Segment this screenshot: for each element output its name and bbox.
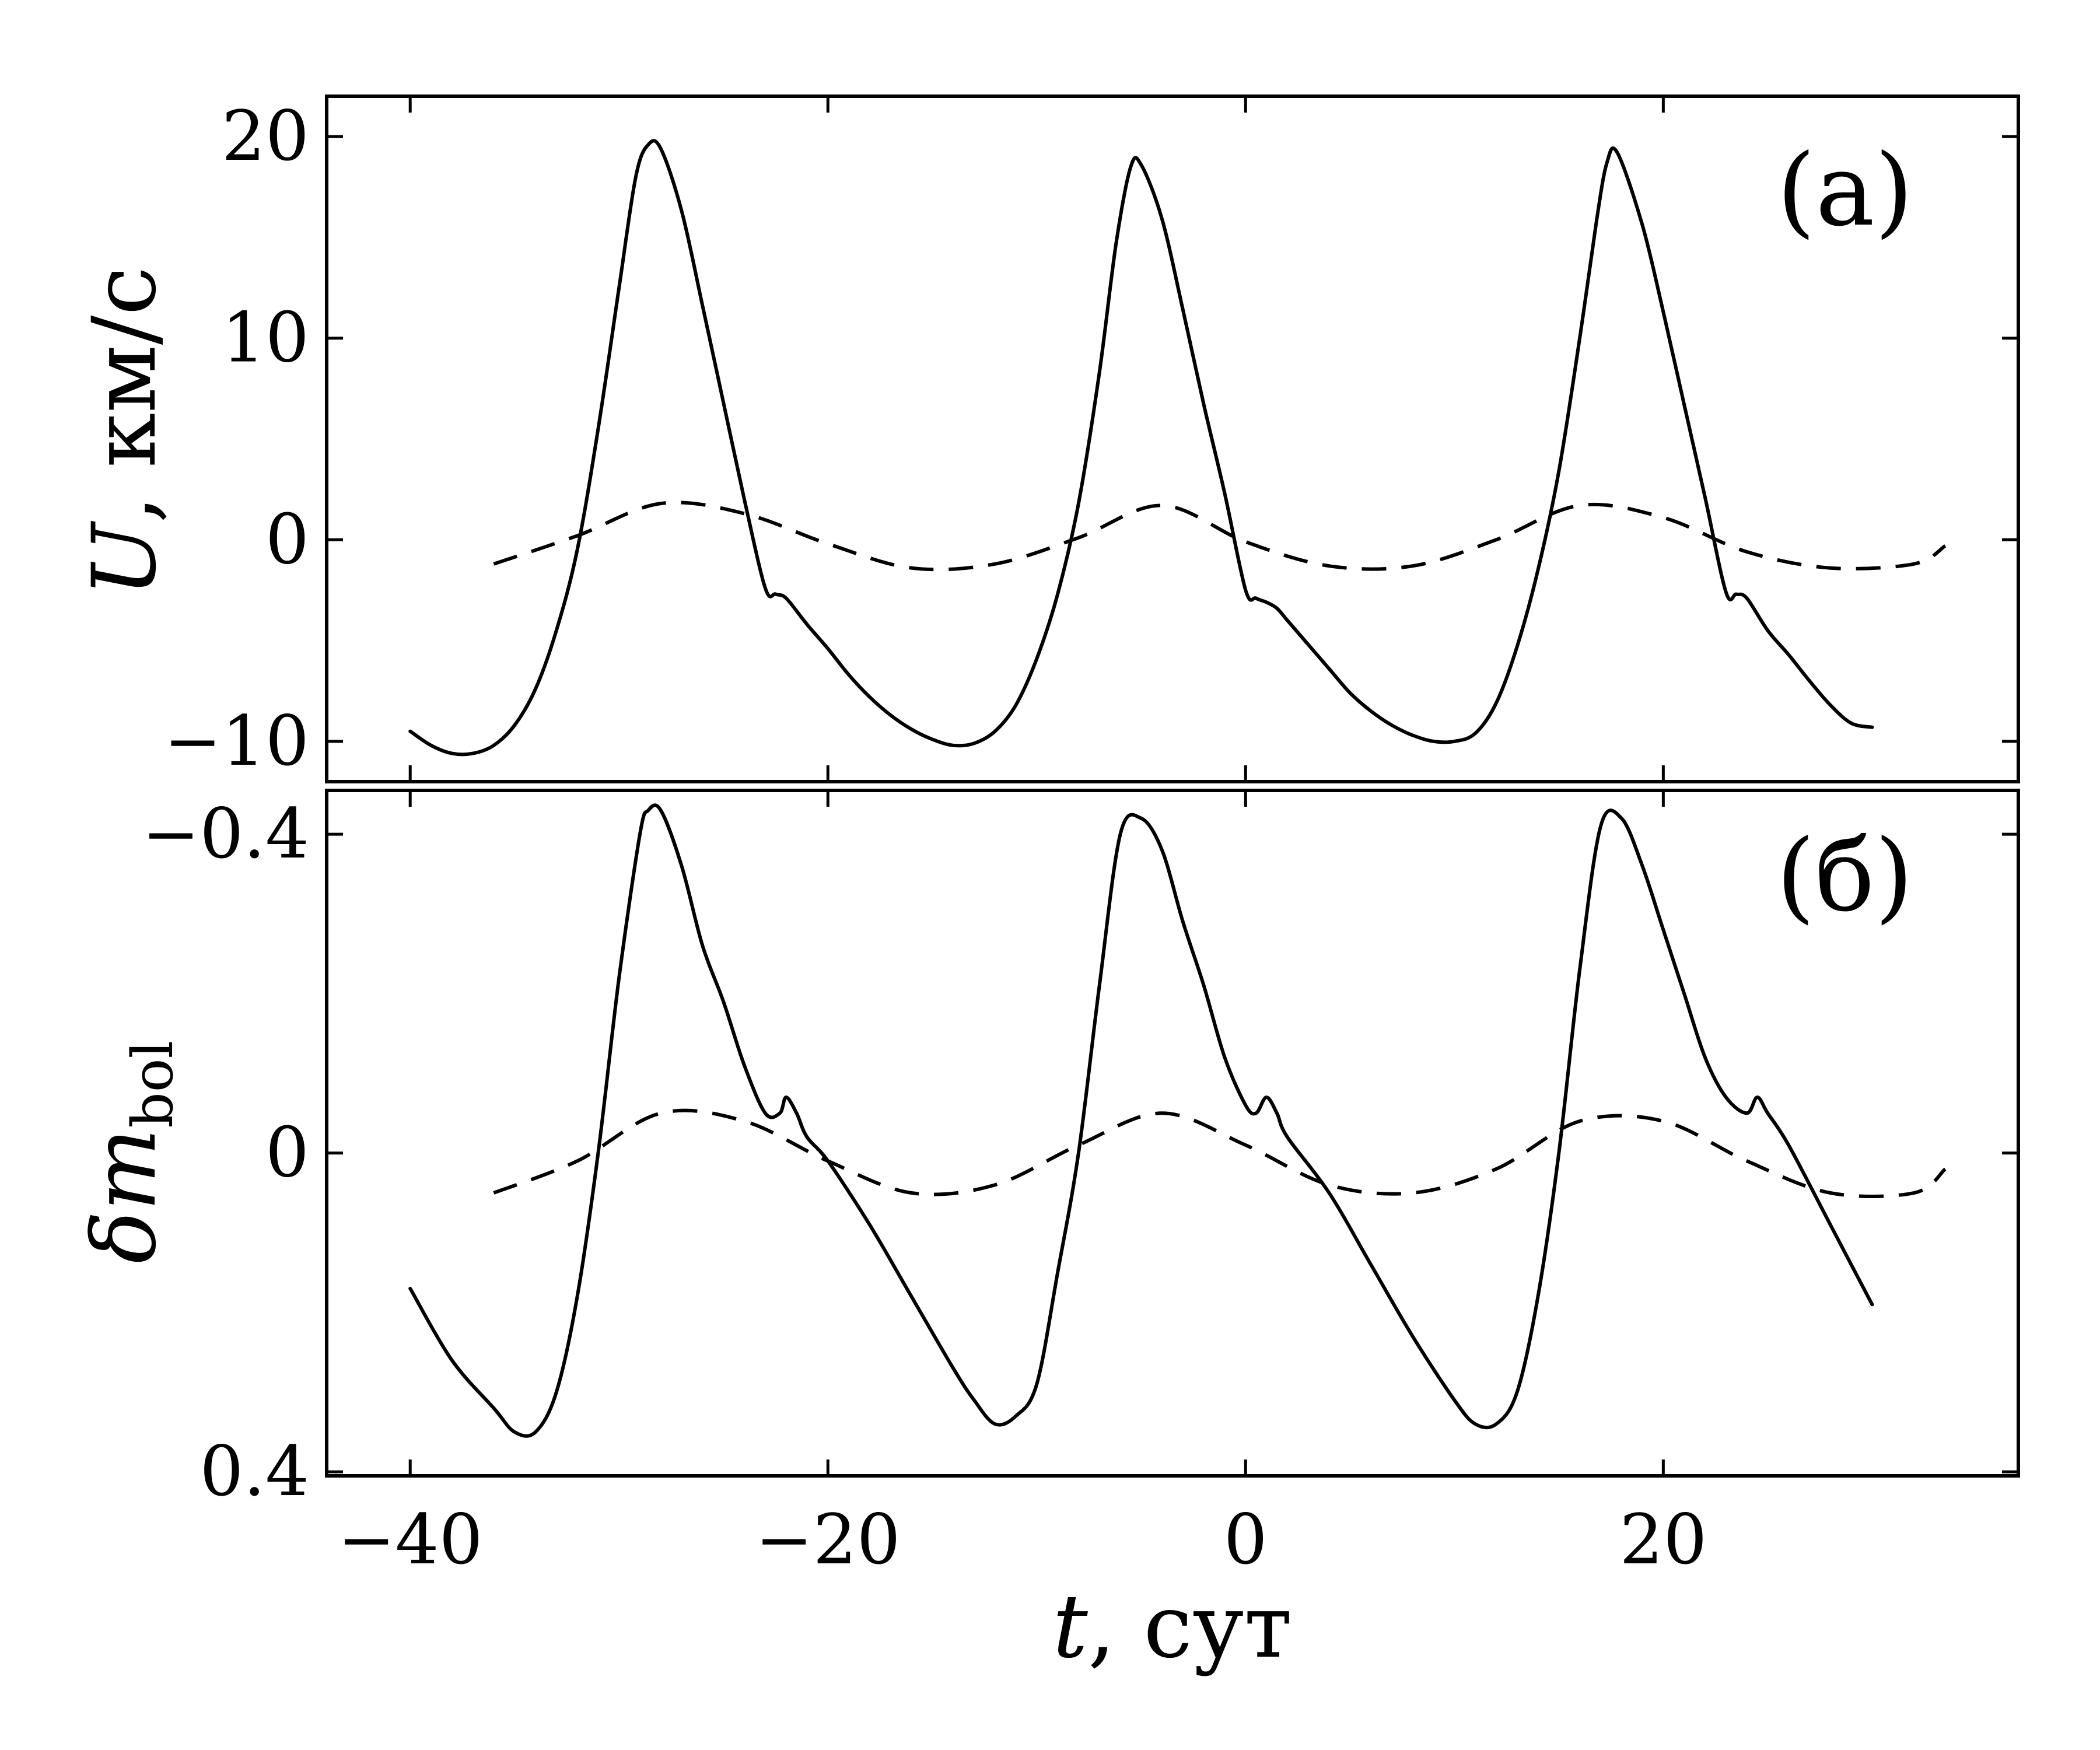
x-tick-label: 0	[1224, 1499, 1268, 1580]
y-tick-label: 0	[265, 1112, 309, 1193]
panel-b-series	[408, 803, 1947, 1438]
panel-b-label: (б)	[1776, 818, 1913, 934]
panel-a-y-axis-label: U, км/с	[74, 267, 176, 597]
y-tick-label: −10	[164, 701, 309, 781]
panel-b-x-tick-labels: −40 −20 0 20	[338, 1499, 1707, 1580]
panel-b-ticks	[327, 790, 2018, 1476]
panel-b-y-axis-symbol: δm	[74, 1128, 176, 1264]
x-tick-label: −20	[755, 1499, 901, 1580]
x-tick-label: 20	[1619, 1499, 1707, 1580]
panel-b-y-axis-subscript: bol	[120, 1041, 186, 1128]
series-line-solid	[408, 803, 1874, 1438]
y-tick-label: 20	[222, 96, 309, 176]
panel-a-y-axis-symbol: U	[74, 520, 176, 597]
x-tick-label: −40	[338, 1499, 483, 1580]
x-axis-symbol: t	[1053, 1576, 1088, 1678]
series-line-dashed	[493, 501, 1947, 572]
panel-a: −10 0 10 20 (a) U, км/с	[74, 94, 2020, 783]
panel-a-y-axis-unit: , км/с	[74, 267, 176, 523]
x-axis-label: t, сут	[1053, 1576, 1293, 1678]
panel-a-frame	[325, 94, 2020, 783]
series-line-solid	[408, 139, 1874, 757]
panel-b-y-tick-labels: 0.4 0 −0.4	[142, 793, 309, 1511]
panel-b-frame	[325, 789, 2020, 1478]
y-tick-label: 10	[222, 298, 309, 378]
y-tick-label: −0.4	[142, 793, 309, 874]
panel-a-y-tick-labels: −10 0 10 20	[164, 96, 309, 781]
panel-b: 0.4 0 −0.4 −40 −20 0 20 (б) δmbol t, сут	[74, 789, 2020, 1678]
x-axis-unit: , сут	[1088, 1576, 1293, 1678]
panel-a-label: (a)	[1777, 133, 1913, 249]
panel-a-series	[408, 139, 1947, 757]
y-tick-label: 0	[265, 499, 309, 579]
panel-b-y-axis-label: δmbol	[74, 1041, 186, 1264]
y-tick-label: 0.4	[200, 1431, 309, 1511]
series-line-dashed	[493, 1108, 1947, 1198]
panel-a-ticks	[327, 96, 2018, 782]
